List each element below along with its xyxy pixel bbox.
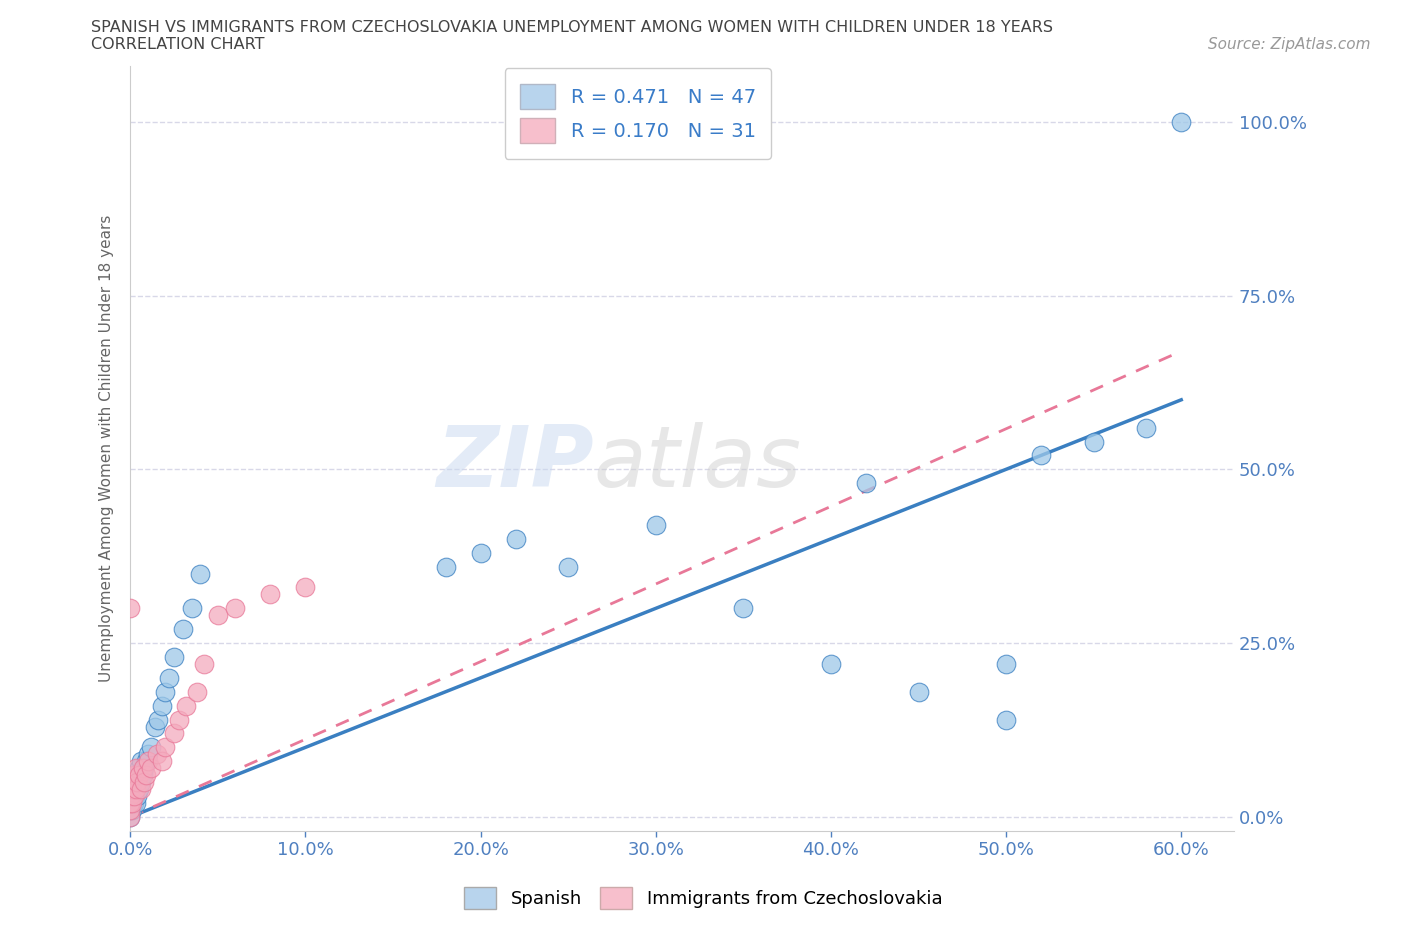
Point	[163, 649, 186, 664]
Point	[120, 789, 142, 804]
Point	[128, 768, 150, 783]
Point	[127, 768, 149, 783]
Point	[127, 775, 149, 790]
Point	[121, 789, 143, 804]
Point	[259, 587, 281, 602]
Point	[1135, 420, 1157, 435]
Text: atlas: atlas	[593, 422, 801, 505]
Point	[169, 712, 191, 727]
Point	[131, 761, 153, 776]
Point	[120, 775, 142, 790]
Point	[207, 608, 229, 623]
Point	[157, 671, 180, 685]
Point	[190, 566, 212, 581]
Point	[163, 726, 186, 741]
Point	[176, 698, 198, 713]
Point	[120, 601, 142, 616]
Point	[129, 781, 152, 796]
Point	[180, 601, 202, 616]
Point	[470, 545, 492, 560]
Point	[148, 712, 170, 727]
Legend: Spanish, Immigrants from Czechoslovakia: Spanish, Immigrants from Czechoslovakia	[457, 880, 949, 916]
Point	[145, 747, 167, 762]
Point	[733, 601, 755, 616]
Point	[120, 809, 142, 824]
Point	[155, 684, 177, 699]
Point	[141, 740, 163, 755]
Point	[120, 795, 142, 810]
Point	[122, 775, 145, 790]
Point	[128, 761, 150, 776]
Point	[121, 781, 143, 796]
Text: Source: ZipAtlas.com: Source: ZipAtlas.com	[1208, 37, 1371, 52]
Point	[136, 747, 159, 762]
Point	[172, 622, 194, 637]
Point	[505, 531, 527, 546]
Point	[135, 768, 157, 783]
Text: CORRELATION CHART: CORRELATION CHART	[91, 37, 264, 52]
Point	[135, 754, 157, 769]
Point	[820, 657, 842, 671]
Point	[120, 781, 142, 796]
Point	[122, 795, 145, 810]
Point	[128, 781, 150, 796]
Point	[120, 809, 142, 824]
Point	[907, 684, 929, 699]
Point	[129, 775, 152, 790]
Point	[1083, 434, 1105, 449]
Point	[134, 761, 156, 776]
Y-axis label: Unemployment Among Women with Children Under 18 years: Unemployment Among Women with Children U…	[100, 215, 114, 682]
Point	[124, 795, 146, 810]
Point	[193, 657, 215, 671]
Point	[1029, 448, 1052, 463]
Point	[143, 719, 166, 734]
Point	[120, 803, 142, 817]
Point	[122, 781, 145, 796]
Point	[995, 712, 1018, 727]
Point	[1170, 114, 1192, 129]
Point	[557, 559, 579, 574]
Point	[150, 754, 173, 769]
Point	[155, 740, 177, 755]
Point	[120, 803, 142, 817]
Point	[294, 580, 316, 595]
Point	[434, 559, 457, 574]
Point	[131, 768, 153, 783]
Legend: R = 0.471   N = 47, R = 0.170   N = 31: R = 0.471 N = 47, R = 0.170 N = 31	[505, 68, 772, 159]
Point	[150, 698, 173, 713]
Point	[124, 775, 146, 790]
Point	[121, 803, 143, 817]
Point	[122, 768, 145, 783]
Point	[995, 657, 1018, 671]
Text: SPANISH VS IMMIGRANTS FROM CZECHOSLOVAKIA UNEMPLOYMENT AMONG WOMEN WITH CHILDREN: SPANISH VS IMMIGRANTS FROM CZECHOSLOVAKI…	[91, 20, 1053, 35]
Point	[120, 789, 142, 804]
Point	[855, 476, 877, 491]
Point	[121, 795, 143, 810]
Point	[136, 754, 159, 769]
Point	[141, 761, 163, 776]
Text: ZIP: ZIP	[436, 422, 593, 505]
Point	[224, 601, 246, 616]
Point	[129, 754, 152, 769]
Point	[127, 789, 149, 804]
Point	[186, 684, 208, 699]
Point	[122, 789, 145, 804]
Point	[124, 781, 146, 796]
Point	[120, 795, 142, 810]
Point	[644, 517, 666, 532]
Point	[124, 761, 146, 776]
Point	[134, 775, 156, 790]
